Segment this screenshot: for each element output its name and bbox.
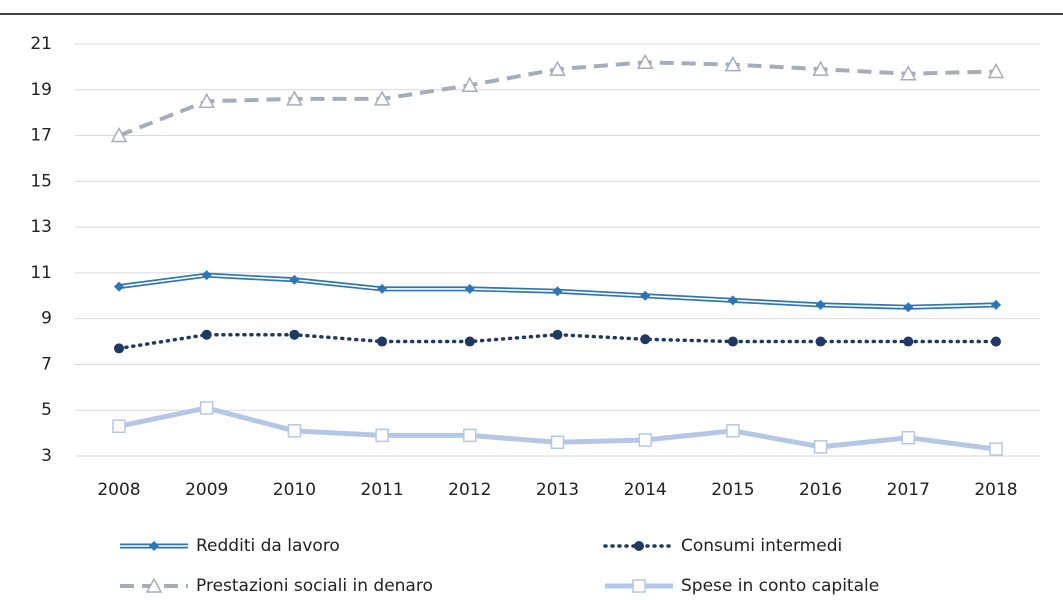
- marker: [289, 274, 300, 285]
- marker: [991, 336, 1001, 347]
- x-tick-label: 2012: [448, 480, 491, 500]
- marker: [373, 90, 391, 106]
- marker: [287, 424, 302, 438]
- y-tick-label: 15: [30, 171, 52, 191]
- marker: [903, 336, 914, 347]
- marker: [550, 435, 565, 450]
- marker: [640, 334, 651, 345]
- marker: [289, 329, 300, 340]
- marker: [110, 126, 128, 143]
- marker: [638, 433, 652, 447]
- marker: [726, 424, 740, 438]
- marker: [552, 286, 563, 297]
- y-tick-label: 11: [30, 263, 52, 283]
- x-tick-label: 2008: [97, 480, 140, 500]
- marker: [815, 299, 826, 310]
- marker: [724, 56, 742, 72]
- x-tick-label: 2016: [799, 480, 842, 500]
- marker: [463, 428, 477, 443]
- marker: [461, 76, 479, 92]
- marker: [815, 336, 826, 347]
- marker: [286, 90, 303, 106]
- x-tick-label: 2011: [360, 480, 403, 500]
- marker: [112, 419, 126, 433]
- marker: [377, 336, 388, 347]
- y-tick-label: 21: [30, 34, 52, 54]
- marker: [464, 336, 475, 347]
- marker: [812, 60, 829, 76]
- marker: [813, 440, 828, 454]
- marker: [632, 579, 646, 593]
- marker: [198, 92, 215, 108]
- marker: [549, 60, 566, 76]
- y-tick-label: 7: [41, 354, 52, 374]
- marker: [377, 283, 388, 294]
- x-tick-label: 2010: [273, 480, 316, 500]
- marker: [149, 541, 159, 551]
- x-tick-label: 2014: [624, 480, 667, 500]
- legend-label: Consumi intermedi: [681, 536, 842, 556]
- marker: [640, 290, 651, 301]
- marker: [552, 329, 563, 340]
- marker: [903, 302, 914, 313]
- y-tick-label: 5: [41, 400, 52, 420]
- x-tick-label: 2013: [536, 480, 579, 500]
- marker: [989, 442, 1003, 456]
- x-tick-label: 2015: [711, 480, 754, 500]
- y-tick-label: 9: [41, 309, 52, 329]
- marker: [145, 577, 163, 593]
- x-tick-label: 2017: [887, 480, 930, 500]
- marker: [991, 299, 1001, 310]
- marker: [201, 270, 212, 281]
- legend-label: Redditi da lavoro: [196, 536, 340, 556]
- legend-label: Prestazioni sociali in denaro: [196, 576, 433, 596]
- y-tick-label: 13: [30, 217, 52, 237]
- y-tick-label: 19: [30, 80, 52, 100]
- x-tick-label: 2018: [974, 480, 1017, 500]
- legend-label: Spese in conto capitale: [681, 576, 879, 596]
- y-tick-label: 17: [30, 126, 52, 146]
- x-tick-label: 2009: [185, 480, 228, 500]
- marker: [727, 295, 738, 306]
- marker: [375, 428, 389, 443]
- marker: [199, 401, 214, 415]
- marker: [114, 343, 124, 354]
- marker: [201, 329, 212, 340]
- marker: [114, 281, 124, 292]
- marker: [634, 541, 644, 551]
- marker: [900, 65, 917, 81]
- y-tick-label: 3: [41, 446, 52, 466]
- marker: [901, 430, 916, 445]
- marker: [727, 336, 738, 347]
- marker: [636, 53, 654, 70]
- marker: [987, 62, 1005, 79]
- marker: [464, 283, 475, 294]
